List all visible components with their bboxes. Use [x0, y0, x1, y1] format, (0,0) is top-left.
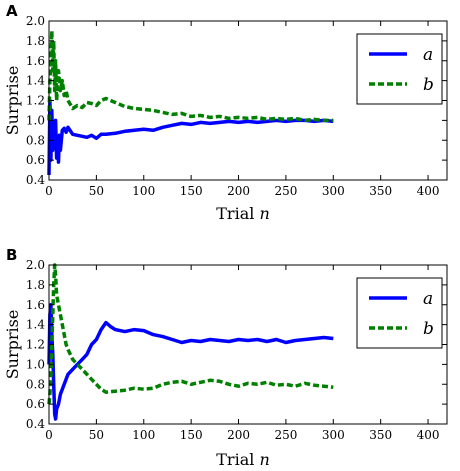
series-line-a: [47, 98, 334, 176]
x-tick-label: 400: [417, 184, 440, 198]
x-tick-label: 0: [45, 428, 53, 442]
y-tick-label: 1.4: [26, 318, 45, 332]
x-axis-label: Trial n: [216, 204, 270, 223]
y-tick-label: 1.8: [26, 278, 45, 292]
legend-label-b: b: [423, 319, 434, 339]
y-tick-label: 1.0: [26, 357, 45, 371]
y-tick-label: 1.2: [26, 338, 45, 352]
y-tick-label: 1.8: [26, 34, 45, 48]
y-tick-label: 1.2: [26, 94, 45, 108]
y-tick-label: 0.4: [26, 173, 45, 187]
legend-label-a: a: [423, 45, 433, 65]
x-tick-label: 50: [89, 184, 104, 198]
series-line-b: [47, 29, 334, 123]
panel-label: A: [6, 2, 18, 20]
y-tick-label: 0.4: [26, 417, 45, 431]
x-tick-label: 350: [369, 184, 392, 198]
legend-label-b: b: [423, 75, 434, 95]
series-line-a: [47, 303, 334, 421]
x-tick-label: 300: [322, 184, 345, 198]
x-tick-label: 0: [45, 184, 53, 198]
x-tick-label: 200: [227, 184, 250, 198]
x-tick-label: 100: [132, 184, 155, 198]
x-tick-label: 200: [227, 428, 250, 442]
y-tick-label: 2.0: [26, 258, 45, 272]
x-tick-label: 100: [132, 428, 155, 442]
y-axis-label: Surprise: [3, 310, 22, 380]
series-line-b: [47, 263, 334, 405]
x-tick-label: 400: [417, 428, 440, 442]
y-tick-label: 1.4: [26, 74, 45, 88]
y-tick-label: 2.0: [26, 14, 45, 28]
legend-box: [356, 33, 443, 105]
panel-label: B: [6, 246, 17, 264]
x-tick-label: 250: [274, 428, 297, 442]
x-tick-label: 350: [369, 428, 392, 442]
x-tick-label: 150: [180, 184, 203, 198]
chart-panel-b: B 0 50 100 150 200 250 300 350 400 0.4 0.6 0.8 1.0 1.2…: [3, 246, 448, 469]
y-tick-label: 0.8: [26, 133, 45, 147]
legend-box: [356, 277, 443, 349]
y-axis-label: Surprise: [3, 66, 22, 136]
x-tick-label: 150: [180, 428, 203, 442]
y-tick-label: 0.6: [26, 153, 45, 167]
x-axis-label: Trial n: [216, 450, 270, 469]
chart-panel-a: A 0 50 100 150 200 250 300 350 400 0.4 0.6 0.8 1.0 1.2…: [3, 2, 448, 223]
y-tick-label: 0.8: [26, 377, 45, 391]
y-tick-label: 1.6: [26, 298, 45, 312]
x-tick-label: 250: [274, 184, 297, 198]
legend-label-a: a: [423, 289, 433, 309]
x-tick-label: 50: [89, 428, 104, 442]
y-tick-label: 1.0: [26, 113, 45, 127]
y-tick-label: 0.6: [26, 397, 45, 411]
y-tick-label: 1.6: [26, 54, 45, 68]
x-tick-label: 300: [322, 428, 345, 442]
